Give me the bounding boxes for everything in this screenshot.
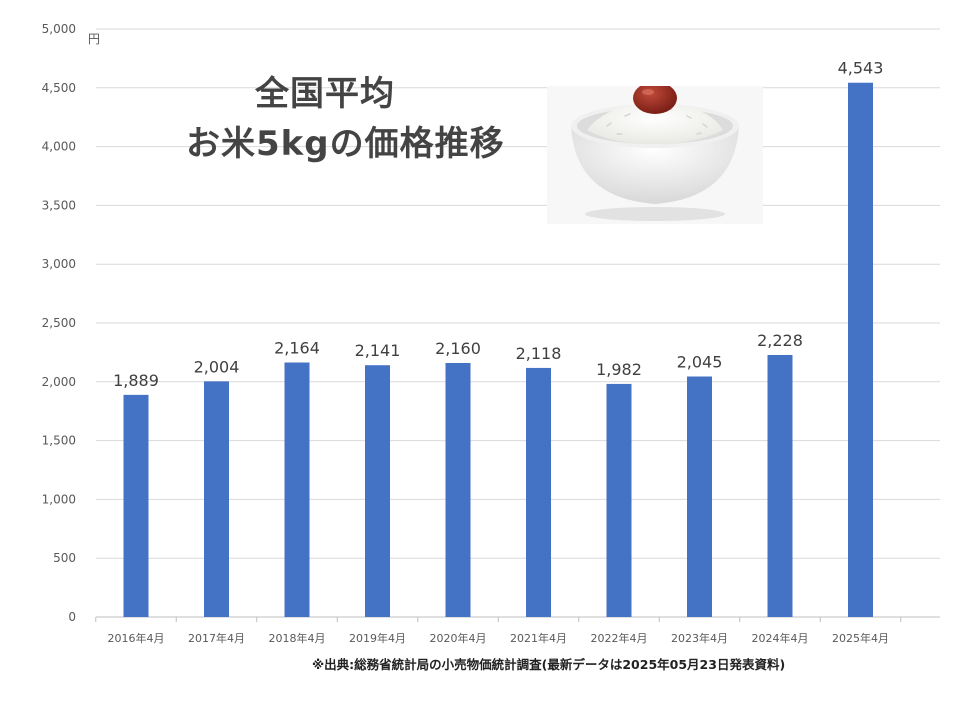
y-tick-label: 3,500 xyxy=(42,198,76,212)
rice-bowl-icon xyxy=(547,86,763,224)
bar xyxy=(687,376,712,617)
bar xyxy=(445,362,471,617)
x-tick-label: 2023年4月 xyxy=(671,631,728,645)
data-label: 4,543 xyxy=(838,59,884,78)
x-tick-label: 2017年4月 xyxy=(188,631,245,645)
bar xyxy=(848,82,873,617)
data-label: 2,118 xyxy=(516,344,562,363)
y-tick-label: 1,500 xyxy=(42,434,76,448)
y-tick-label: 2,500 xyxy=(42,316,76,330)
bars xyxy=(123,82,873,617)
y-tick-label: 4,000 xyxy=(42,140,76,154)
y-tick-label: 0 xyxy=(68,610,76,624)
bar xyxy=(123,394,149,617)
bar xyxy=(767,354,793,617)
x-tick-label: 2016年4月 xyxy=(108,631,165,645)
data-label: 2,141 xyxy=(355,341,401,360)
x-tick-label: 2025年4月 xyxy=(832,631,889,645)
data-label: 2,045 xyxy=(677,353,723,372)
x-tick-label: 2018年4月 xyxy=(269,631,326,645)
gridlines xyxy=(96,28,940,618)
data-label: 2,004 xyxy=(194,357,240,376)
y-tick-label: 3,000 xyxy=(42,257,76,271)
y-tick-label: 2,000 xyxy=(42,375,76,389)
x-axis-ticks: 2016年4月 2017年4月 2018年4月 2019年4月 2020年4月 2021年… xyxy=(95,617,902,645)
x-tick-label: 2022年4月 xyxy=(591,631,648,645)
y-tick-label: 5,000 xyxy=(42,22,76,36)
data-label: 2,160 xyxy=(435,339,481,358)
source-note: ※出典:総務省統計局の小売物価統計調査(最新データは2025年05月23日発表資… xyxy=(312,657,786,672)
bar xyxy=(204,381,229,617)
chart-title-line-1: 全国平均 xyxy=(255,74,395,114)
bar xyxy=(365,365,390,617)
y-tick-label: 4,500 xyxy=(42,81,76,95)
y-axis-ticks: 0 500 1,000 1,500 2,000 2,500 3,000 3,500 4,000 4… xyxy=(42,22,76,624)
chart-title-line-2: お米5kgの価格推移 xyxy=(186,124,505,164)
y-tick-label: 500 xyxy=(53,551,76,565)
data-labels: 1,889 2,004 2,164 2,141 2,160 2,118 1,982 2,045… xyxy=(113,59,883,390)
y-unit-label: 円 xyxy=(88,32,100,46)
x-tick-label: 2021年4月 xyxy=(510,631,567,645)
x-tick-label: 2020年4月 xyxy=(430,631,487,645)
data-label: 1,889 xyxy=(113,371,159,390)
data-label: 2,164 xyxy=(274,339,320,358)
bar xyxy=(606,383,632,617)
x-tick-label: 2019年4月 xyxy=(349,631,406,645)
data-label: 2,228 xyxy=(757,331,803,350)
data-label: 1,982 xyxy=(596,360,642,379)
y-tick-label: 1,000 xyxy=(42,492,76,506)
bar xyxy=(526,367,551,617)
bar xyxy=(284,362,310,617)
x-tick-label: 2024年4月 xyxy=(752,631,809,645)
